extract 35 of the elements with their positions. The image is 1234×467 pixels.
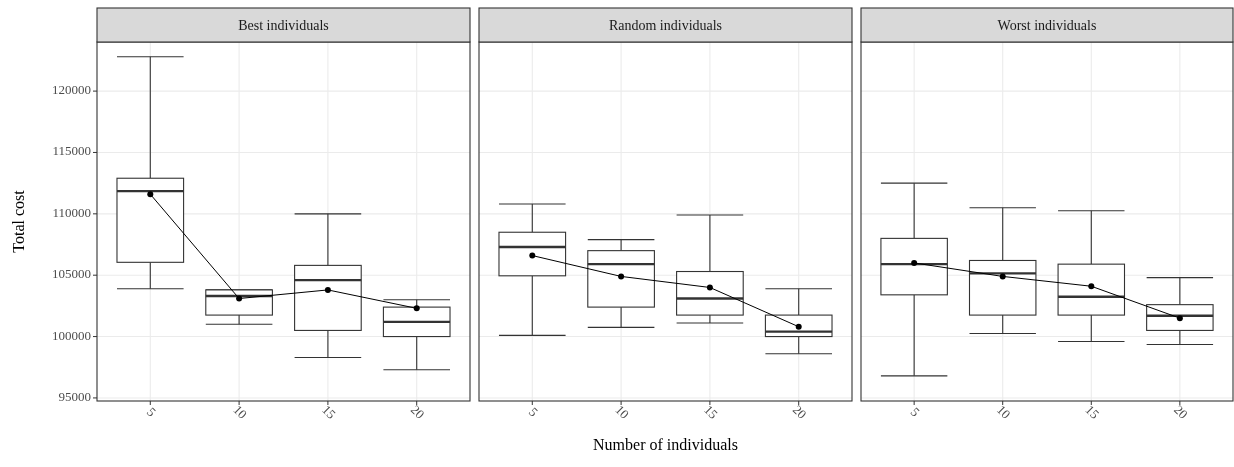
point	[999, 273, 1006, 280]
point	[795, 323, 802, 330]
point	[618, 273, 625, 280]
point	[1088, 283, 1095, 290]
x-tick-label: 15	[1082, 402, 1103, 422]
x-tick-label: 15	[701, 402, 721, 422]
x-tick-label: 10	[993, 402, 1014, 422]
point	[529, 252, 536, 259]
y-tick-label: 95000	[58, 388, 91, 404]
x-tick-label: 15	[319, 402, 339, 422]
point	[236, 295, 243, 302]
x-tick-label: 5	[525, 404, 541, 420]
y-tick-label: 105000	[52, 266, 91, 282]
y-tick-label: 110000	[52, 204, 91, 220]
x-tick-label: 10	[612, 402, 633, 422]
y-tick-label: 115000	[52, 143, 91, 159]
chart-title: Random individuals	[608, 18, 723, 33]
x-axis-title: Number of individuals	[593, 436, 738, 453]
y-tick-label: 120000	[52, 82, 91, 98]
y-tick-label: 100000	[52, 327, 91, 343]
x-tick-label: 20	[407, 402, 428, 422]
point	[147, 191, 154, 198]
y-axis-title: Total cost	[10, 189, 27, 253]
point	[911, 259, 918, 266]
point	[413, 305, 420, 312]
point	[324, 286, 331, 293]
x-tick-label: 5	[143, 404, 159, 420]
chart-title: Worst individuals	[997, 18, 1097, 33]
x-tick-label: 20	[789, 402, 810, 422]
chart-title: Best individuals	[238, 18, 329, 33]
point	[1176, 315, 1183, 322]
x-tick-label: 10	[230, 402, 251, 422]
x-tick-label: 20	[1171, 402, 1191, 422]
point	[706, 284, 713, 291]
x-tick-label: 5	[907, 404, 923, 420]
